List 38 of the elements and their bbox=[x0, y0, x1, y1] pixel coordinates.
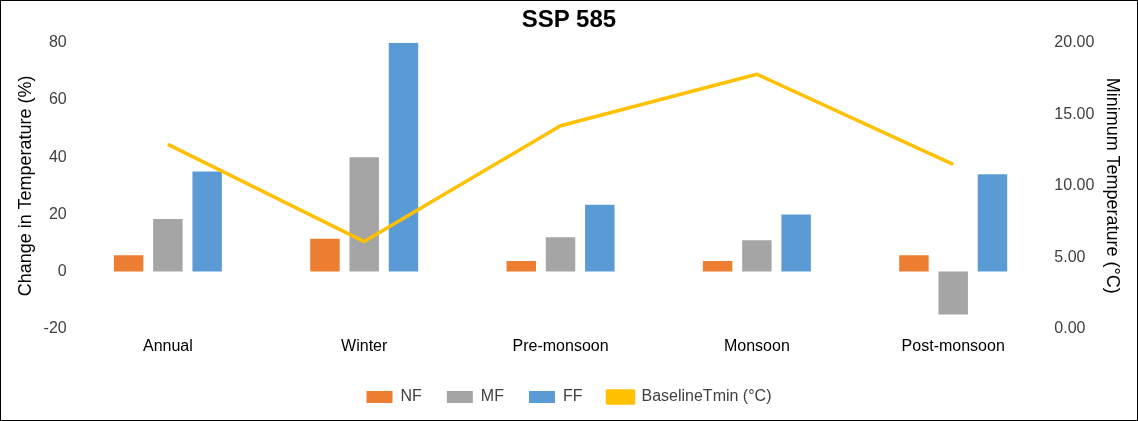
y-tick-label: 20 bbox=[48, 204, 67, 222]
bar bbox=[585, 204, 615, 272]
bar bbox=[388, 42, 419, 272]
bar bbox=[349, 157, 379, 272]
y-tick-label: 60 bbox=[48, 90, 67, 108]
y-tick-label: 80 bbox=[48, 33, 67, 51]
y2-tick-label: 0.00 bbox=[1054, 319, 1086, 337]
y2-tick-label: 10.00 bbox=[1054, 176, 1095, 194]
x-tick-label: Pre-monsoon bbox=[512, 336, 609, 354]
bar bbox=[899, 255, 929, 272]
bar bbox=[938, 271, 968, 315]
x-tick-label: Annual bbox=[142, 336, 193, 354]
y2-tick-label: 15.00 bbox=[1054, 104, 1095, 122]
x-tick-label: Winter bbox=[341, 336, 388, 354]
y-tick-label: -20 bbox=[43, 319, 67, 337]
legend-label: FF bbox=[562, 387, 583, 405]
legend-label: MF bbox=[480, 387, 505, 405]
chart-title: SSP 585 bbox=[521, 5, 617, 33]
legend-label: BaselineTmin (°C) bbox=[641, 387, 772, 405]
x-tick-label: Post-monsoon bbox=[901, 336, 1005, 354]
y-tick-label: 40 bbox=[48, 147, 67, 165]
bar bbox=[781, 214, 811, 272]
y2-axis-title: Minimum Temperature (°C) bbox=[1103, 77, 1124, 294]
bar bbox=[113, 255, 144, 272]
legend-label: NF bbox=[400, 387, 423, 405]
bar bbox=[310, 238, 340, 272]
x-tick-label: Monsoon bbox=[723, 336, 790, 354]
bar bbox=[702, 261, 733, 272]
bar bbox=[977, 174, 1008, 272]
bar bbox=[742, 240, 772, 272]
bar bbox=[506, 261, 536, 272]
y-tick-label: 0 bbox=[57, 262, 67, 280]
bar bbox=[153, 218, 183, 272]
y2-tick-label: 5.00 bbox=[1054, 247, 1086, 265]
y2-tick-label: 20.00 bbox=[1054, 33, 1095, 51]
y-axis-title: Change in Temperature (%) bbox=[14, 75, 35, 297]
bar bbox=[545, 237, 576, 272]
bar bbox=[192, 171, 222, 272]
